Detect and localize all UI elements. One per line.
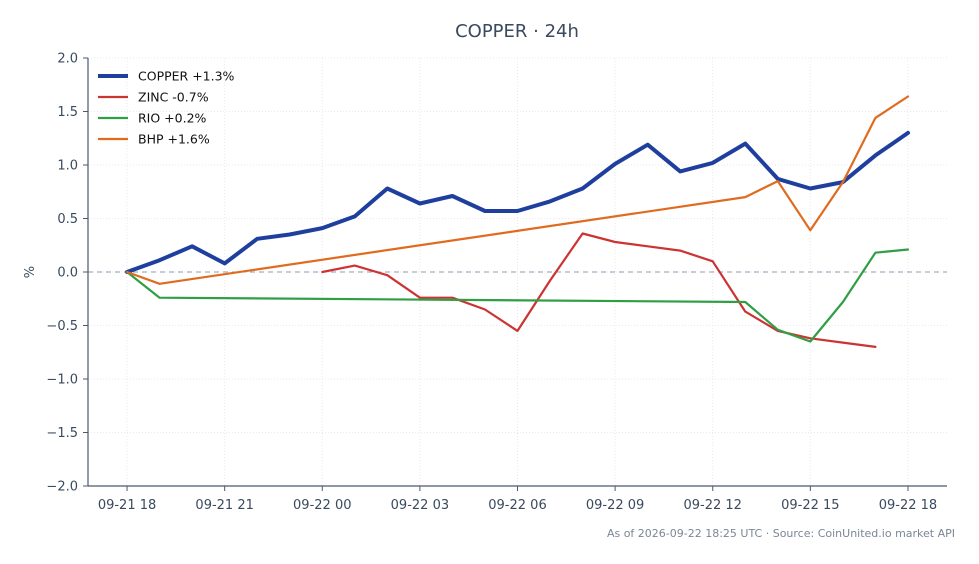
- series-lines: [125, 95, 910, 348]
- x-tick-label: 09-22 15: [781, 498, 839, 513]
- x-tick-label: 09-22 00: [293, 498, 351, 513]
- y-tick-label: −1.5: [46, 426, 78, 441]
- y-tick-label: −2.0: [46, 480, 78, 495]
- y-tick-label: 1.0: [57, 159, 78, 174]
- chart-title: COPPER · 24h: [455, 21, 579, 42]
- x-tick-label: 09-21 21: [195, 498, 253, 513]
- y-tick-label: 1.5: [57, 105, 78, 120]
- legend-label-bhp: BHP +1.6%: [138, 132, 210, 147]
- y-tick-label: 2.0: [57, 52, 78, 67]
- series-line-bhp: [125, 95, 910, 285]
- y-axis-label: %: [23, 266, 38, 278]
- x-tick-label: 09-22 12: [684, 498, 742, 513]
- series-line-copper: [125, 130, 910, 274]
- y-tick-label: 0.0: [57, 266, 78, 281]
- y-tick-label: −1.0: [46, 373, 78, 388]
- x-tick-label: 09-21 18: [98, 498, 156, 513]
- legend-label-copper: COPPER +1.3%: [138, 69, 235, 84]
- y-tick-label: 0.5: [57, 212, 78, 227]
- y-tick-label: −0.5: [46, 319, 78, 334]
- x-tick-label: 09-22 03: [391, 498, 449, 513]
- x-axis-ticks: 09-21 18 09-21 21 09-22 00 09-22 03 09-22 06…: [98, 486, 937, 513]
- legend: COPPER +1.3% ZINC -0.7% RIO +0.2% BHP +1.6%: [98, 69, 235, 147]
- footer-source-note: As of 2026-09-22 18:25 UTC · Source: Coi…: [607, 527, 955, 540]
- series-line-zinc: [321, 232, 877, 348]
- x-tick-label: 09-22 09: [586, 498, 644, 513]
- legend-label-zinc: ZINC -0.7%: [138, 90, 209, 105]
- x-tick-label: 09-22 18: [879, 498, 937, 513]
- legend-label-rio: RIO +0.2%: [138, 111, 207, 126]
- x-tick-label: 09-22 06: [488, 498, 546, 513]
- y-axis-ticks: 2.0 1.5 1.0 0.5 0.0 −0.5 −1.0 −1.5 −2.0: [46, 52, 88, 495]
- series-line-rio: [125, 248, 910, 343]
